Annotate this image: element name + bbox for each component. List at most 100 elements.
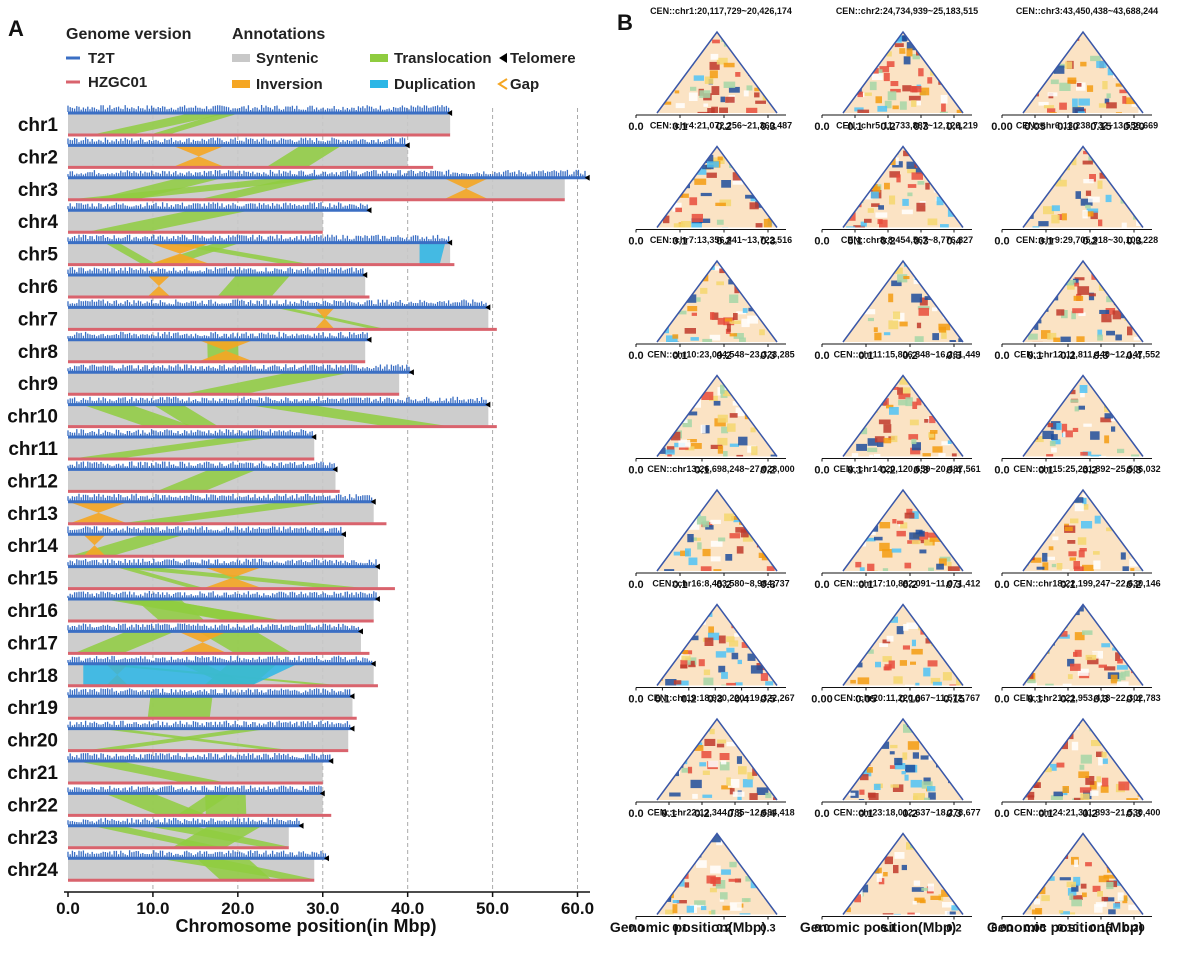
heatmap-block bbox=[920, 755, 929, 760]
heatmap-block bbox=[1106, 102, 1117, 109]
heatmap-block bbox=[914, 897, 925, 903]
density-track-chr8 bbox=[67, 331, 368, 339]
heatmap-block bbox=[912, 401, 918, 409]
heatmap-outline bbox=[1022, 832, 1144, 915]
heatmap-block bbox=[720, 384, 725, 394]
heatmap-triangle bbox=[1023, 375, 1143, 457]
heatmap-block bbox=[723, 81, 736, 88]
syntenic-ribbon-chr6 bbox=[68, 276, 366, 296]
heatmap-block bbox=[1045, 607, 1056, 613]
heatmap-block bbox=[1091, 740, 1102, 747]
heatmap-tick-label: 0.0 bbox=[994, 350, 1009, 362]
heatmap-block bbox=[1100, 616, 1110, 623]
heatmap-block bbox=[687, 294, 697, 303]
heatmap-tick-label: 0.2 bbox=[902, 579, 917, 591]
heatmap-block bbox=[665, 449, 675, 455]
heatmap-block bbox=[1129, 558, 1141, 567]
heatmap-block bbox=[1134, 160, 1143, 168]
heatmap-block bbox=[952, 275, 963, 284]
heatmap-tick-label: 0.0 bbox=[628, 350, 643, 362]
telomere-icon-chr17 bbox=[357, 628, 363, 635]
heatmap-block bbox=[898, 393, 911, 400]
heatmap-block bbox=[1045, 683, 1054, 686]
heatmap-background bbox=[1023, 261, 1143, 342]
label-chr5: chr5 bbox=[18, 245, 59, 266]
heatmap-block bbox=[1124, 670, 1130, 677]
heatmap-block bbox=[1130, 509, 1140, 517]
heatmap-block bbox=[1128, 278, 1137, 282]
heatmap-block bbox=[1113, 879, 1121, 886]
density-track-chr14 bbox=[67, 526, 342, 534]
heatmap-block bbox=[959, 262, 963, 269]
heatmap-block bbox=[668, 73, 674, 83]
heatmap-title: CEN::chr16:8,483,580~8,984,737 bbox=[652, 579, 789, 589]
heatmap-block bbox=[672, 900, 680, 903]
heatmap-block bbox=[700, 566, 712, 571]
heatmap-block bbox=[1050, 79, 1059, 85]
heatmap-tick-label: 0.3 bbox=[946, 350, 961, 362]
heatmap-block bbox=[1135, 265, 1143, 274]
heatmap-block bbox=[862, 618, 867, 625]
heatmap-block bbox=[930, 895, 942, 900]
heatmap-block bbox=[1083, 211, 1094, 217]
heatmap-block bbox=[1071, 157, 1077, 166]
heatmap-block bbox=[726, 777, 731, 786]
density-track-chr20 bbox=[67, 720, 351, 728]
heatmap-block bbox=[1125, 646, 1136, 652]
heatmap-block bbox=[889, 171, 900, 178]
heatmap-block bbox=[716, 57, 728, 65]
heatmap-block bbox=[942, 746, 949, 754]
label-chr19: chr19 bbox=[7, 698, 58, 719]
heatmap-tick-label: 0.05 bbox=[855, 694, 876, 706]
heatmap-block bbox=[721, 785, 733, 790]
heatmap-block bbox=[1138, 610, 1143, 618]
heatmap-block bbox=[874, 536, 883, 541]
heatmap-block bbox=[854, 107, 864, 112]
heatmap-block bbox=[890, 81, 899, 87]
heatmap-block bbox=[892, 519, 897, 524]
heatmap-block bbox=[659, 651, 666, 656]
heatmap-block bbox=[736, 756, 742, 764]
heatmap-block bbox=[1074, 503, 1084, 512]
heatmap-block bbox=[879, 610, 889, 618]
heatmap-block bbox=[848, 792, 856, 796]
heatmap-block bbox=[1056, 626, 1062, 633]
heatmap-block bbox=[928, 567, 934, 571]
legend-label-inversion: Inversion bbox=[256, 76, 323, 93]
heatmap-block bbox=[678, 445, 689, 450]
panel-b-xlabel-2: Genomic position(Mbp) bbox=[800, 919, 956, 935]
heatmap-block bbox=[1104, 413, 1113, 419]
heatmap-block bbox=[1072, 278, 1079, 285]
heatmap-block bbox=[1028, 74, 1037, 82]
telomere-icon-chr11 bbox=[311, 434, 317, 440]
heatmap-block bbox=[718, 537, 726, 542]
heatmap-block bbox=[1064, 147, 1071, 155]
heatmap-block bbox=[892, 105, 899, 110]
translocation-ribbon-chr17 bbox=[76, 632, 174, 653]
heatmap-block bbox=[927, 158, 939, 163]
label-chr4: chr4 bbox=[18, 212, 59, 233]
heatmap-block bbox=[1032, 226, 1040, 228]
heatmap-block bbox=[711, 106, 718, 113]
heatmap-block bbox=[707, 161, 719, 168]
heatmap-block bbox=[896, 626, 904, 635]
panel-b-xlabel-1: Genomic position(Mbp) bbox=[610, 919, 766, 935]
heatmap-outline bbox=[842, 717, 964, 801]
heatmap-block bbox=[883, 839, 890, 846]
heatmap-title: CEN::chr7:13,356,841~13,722,516 bbox=[650, 235, 792, 245]
heatmap-block bbox=[1119, 850, 1127, 856]
heatmap-block bbox=[1133, 305, 1143, 314]
heatmap-block bbox=[716, 219, 724, 225]
heatmap-block bbox=[952, 871, 963, 880]
heatmap-block bbox=[742, 281, 753, 288]
heatmap-tick-label: 0.0 bbox=[628, 579, 643, 591]
heatmap-block bbox=[947, 46, 956, 51]
translocation-ribbon-chr4 bbox=[90, 211, 246, 232]
density-track-chr12 bbox=[67, 461, 335, 469]
heatmap-block bbox=[934, 853, 947, 861]
heatmap-block bbox=[923, 539, 933, 546]
heatmap-block bbox=[662, 875, 671, 882]
heatmap-block bbox=[906, 48, 913, 57]
